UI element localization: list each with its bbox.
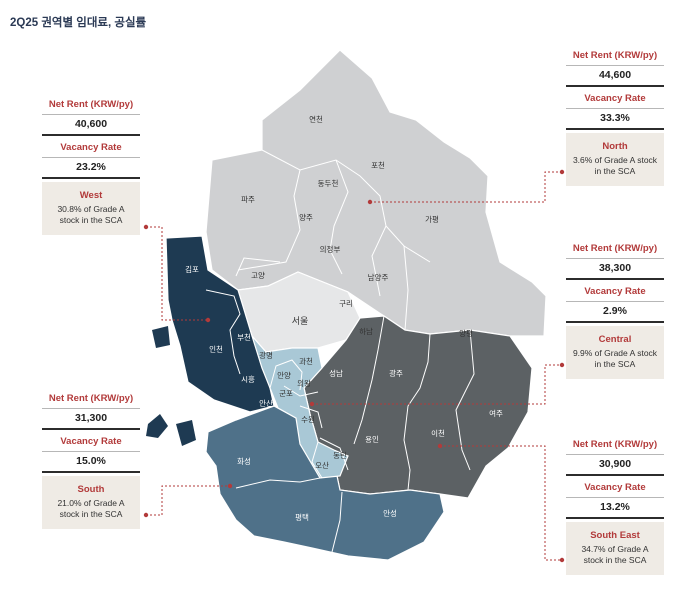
label-yeoju: 여주 bbox=[489, 408, 503, 418]
south-rent-value: 31,300 bbox=[42, 409, 140, 430]
island-2 bbox=[146, 414, 168, 438]
label-anseong: 안성 bbox=[383, 508, 397, 518]
label-dongtan: 동탄 bbox=[333, 450, 347, 460]
north-rent-value: 44,600 bbox=[566, 66, 664, 87]
central-info-box: Central 9.9% of Grade A stock in the SCA bbox=[566, 326, 664, 379]
page-title: 2Q25 권역별 임대료, 공실률 bbox=[10, 17, 147, 29]
south-name: South bbox=[77, 484, 105, 495]
label-icheon: 이천 bbox=[431, 428, 445, 438]
west-desc: 30.8% of Grade A stock in the SCA bbox=[57, 204, 125, 225]
label-gwacheon: 과천 bbox=[299, 356, 313, 366]
label-uijeongbu: 의정부 bbox=[320, 244, 341, 254]
label-dongducheon: 동두천 bbox=[318, 178, 339, 188]
label-suwon: 수원 bbox=[301, 415, 315, 424]
label-yongin: 용인 bbox=[365, 434, 379, 444]
central-rent-label: Net Rent (KRW/py) bbox=[566, 240, 664, 259]
label-gunpo: 군포 bbox=[279, 389, 293, 398]
label-namyangju: 남양주 bbox=[368, 273, 389, 282]
label-pyeongtaek: 평택 bbox=[295, 512, 309, 522]
label-incheon: 인천 bbox=[209, 344, 223, 354]
central-rent-value: 38,300 bbox=[566, 259, 664, 280]
south-vacancy-label: Vacancy Rate bbox=[42, 433, 140, 452]
label-yeoncheon: 연천 bbox=[309, 114, 323, 124]
west-name: West bbox=[79, 190, 103, 201]
central-vacancy-label: Vacancy Rate bbox=[566, 283, 664, 302]
southeast-vacancy-label: Vacancy Rate bbox=[566, 479, 664, 498]
district-borders bbox=[205, 149, 475, 553]
label-anyang: 안양 bbox=[277, 370, 291, 380]
label-hwaseong: 화성 bbox=[237, 457, 251, 466]
north-info-box: North 3.6% of Grade A stock in the SCA bbox=[566, 133, 664, 186]
central-desc: 9.9% of Grade A stock in the SCA bbox=[572, 348, 658, 369]
label-ansan: 안산 bbox=[259, 398, 273, 408]
label-paju: 파주 bbox=[241, 195, 255, 204]
southeast-desc: 34.7% of Grade A stock in the SCA bbox=[581, 544, 649, 565]
west-rent-value: 40,600 bbox=[42, 115, 140, 136]
north-rent-label: Net Rent (KRW/py) bbox=[566, 47, 664, 66]
label-gimpo: 김포 bbox=[185, 264, 199, 274]
north-name: North bbox=[602, 141, 628, 152]
island-1 bbox=[152, 326, 170, 348]
west-info-box: West 30.8% of Grade A stock in the SCA bbox=[42, 182, 140, 235]
label-gwangju: 광주 bbox=[389, 368, 403, 378]
label-goyang: 고양 bbox=[251, 271, 265, 280]
southeast-rent-label: Net Rent (KRW/py) bbox=[566, 436, 664, 455]
label-yangpyeong: 양평 bbox=[459, 328, 473, 338]
north-vacancy-label: Vacancy Rate bbox=[566, 90, 664, 109]
west-card: Net Rent (KRW/py) 40,600 Vacancy Rate 23… bbox=[42, 96, 140, 235]
west-rent-label: Net Rent (KRW/py) bbox=[42, 96, 140, 115]
label-gapyeong: 가평 bbox=[425, 214, 439, 224]
label-seongnam: 성남 bbox=[329, 369, 343, 378]
label-seoul: 서울 bbox=[292, 316, 309, 327]
central-vacancy-value: 2.9% bbox=[566, 302, 664, 323]
central-card: Net Rent (KRW/py) 38,300 Vacancy Rate 2.… bbox=[566, 240, 664, 379]
south-desc: 21.0% of Grade A stock in the SCA bbox=[57, 498, 125, 519]
north-desc: 3.6% of Grade A stock in the SCA bbox=[572, 155, 658, 176]
north-vacancy-value: 33.3% bbox=[566, 109, 664, 130]
label-gwangmyeong: 광명 bbox=[259, 350, 273, 360]
label-hanam: 하남 bbox=[359, 326, 373, 336]
island-3 bbox=[176, 420, 196, 446]
southeast-card: Net Rent (KRW/py) 30,900 Vacancy Rate 13… bbox=[566, 436, 664, 575]
west-vacancy-label: Vacancy Rate bbox=[42, 139, 140, 158]
south-card: Net Rent (KRW/py) 31,300 Vacancy Rate 15… bbox=[42, 390, 140, 529]
label-siheung: 시흥 bbox=[241, 374, 255, 384]
central-name: Central bbox=[598, 334, 632, 345]
south-vacancy-value: 15.0% bbox=[42, 452, 140, 473]
label-pocheon: 포천 bbox=[371, 160, 385, 170]
label-uiwang: 의왕 bbox=[297, 378, 311, 388]
region-labels: 연천 포천 동두천 파주 양주 가평 의정부 고양 남양주 김포 구리 서울 하… bbox=[185, 114, 503, 522]
label-bucheon: 부천 bbox=[237, 332, 251, 342]
southeast-name: South East bbox=[590, 530, 640, 541]
west-vacancy-value: 23.2% bbox=[42, 158, 140, 179]
southeast-info-box: South East 34.7% of Grade A stock in the… bbox=[566, 522, 664, 575]
south-info-box: South 21.0% of Grade A stock in the SCA bbox=[42, 476, 140, 529]
label-osan: 오산 bbox=[315, 460, 329, 470]
label-guri: 구리 bbox=[339, 299, 353, 308]
leader-lines bbox=[146, 171, 562, 561]
southeast-vacancy-value: 13.2% bbox=[566, 498, 664, 519]
north-card: Net Rent (KRW/py) 44,600 Vacancy Rate 33… bbox=[566, 47, 664, 186]
southeast-rent-value: 30,900 bbox=[566, 455, 664, 476]
label-yangju: 양주 bbox=[299, 213, 313, 222]
south-rent-label: Net Rent (KRW/py) bbox=[42, 390, 140, 409]
leader-dots bbox=[143, 169, 565, 563]
inner-south-region bbox=[251, 335, 349, 479]
